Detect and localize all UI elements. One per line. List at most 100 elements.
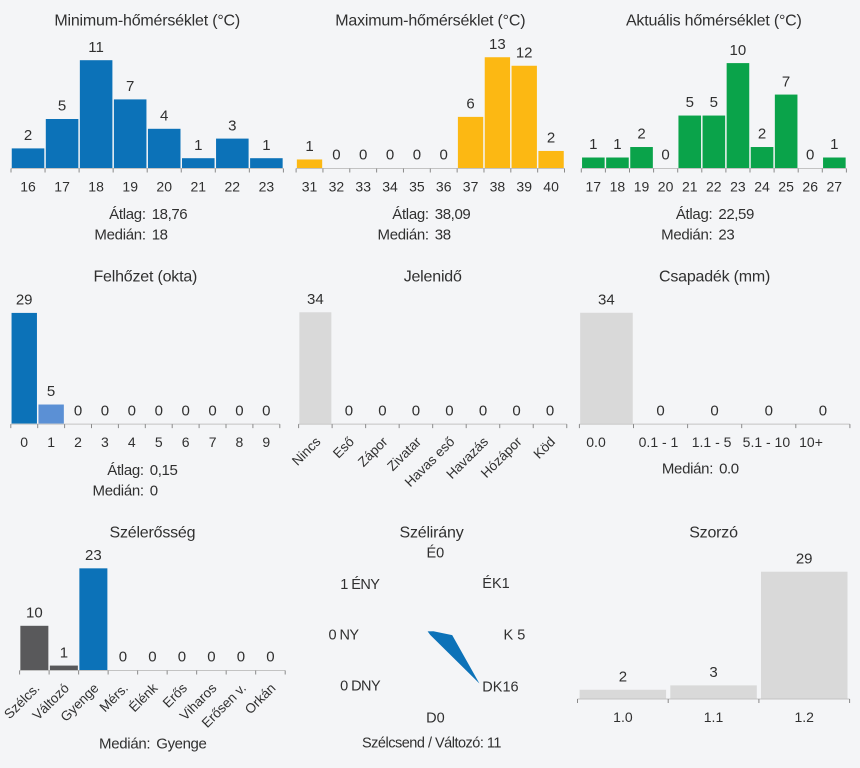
svg-text:1: 1 xyxy=(262,137,270,154)
svg-text:0: 0 xyxy=(178,649,186,666)
svg-text:1: 1 xyxy=(589,136,597,153)
svg-text:39: 39 xyxy=(516,179,532,195)
svg-text:0: 0 xyxy=(148,649,156,666)
svg-text:23: 23 xyxy=(85,547,102,564)
svg-text:4: 4 xyxy=(128,434,136,450)
svg-text:5.1 - 10: 5.1 - 10 xyxy=(743,434,791,450)
svg-text:0: 0 xyxy=(512,402,520,419)
svg-text:Átlag:: Átlag: xyxy=(109,206,146,223)
svg-text:ÉK1: ÉK1 xyxy=(482,575,509,592)
svg-text:4: 4 xyxy=(160,108,168,125)
svg-text:13: 13 xyxy=(489,36,506,53)
svg-text:0: 0 xyxy=(150,482,158,499)
svg-text:40: 40 xyxy=(543,179,559,195)
svg-text:0: 0 xyxy=(128,402,136,419)
svg-text:1.1 - 5: 1.1 - 5 xyxy=(692,434,732,450)
svg-text:22: 22 xyxy=(225,179,241,195)
svg-text:25: 25 xyxy=(778,179,794,195)
svg-text:34: 34 xyxy=(598,292,615,309)
svg-text:Szélerősség: Szélerősség xyxy=(109,524,195,541)
svg-text:Aktuális hőmérséklet (°C): Aktuális hőmérséklet (°C) xyxy=(626,12,802,29)
svg-text:19: 19 xyxy=(634,179,650,195)
svg-text:22: 22 xyxy=(706,179,722,195)
svg-text:5: 5 xyxy=(155,434,163,450)
svg-text:37: 37 xyxy=(463,179,479,195)
svg-text:1.2: 1.2 xyxy=(794,709,814,725)
svg-text:Medián:: Medián: xyxy=(662,461,713,478)
svg-text:18: 18 xyxy=(88,179,104,195)
svg-text:35: 35 xyxy=(409,179,425,195)
svg-text:2: 2 xyxy=(758,126,766,143)
svg-text:0: 0 xyxy=(208,402,216,419)
svg-text:11: 11 xyxy=(88,39,104,56)
svg-text:0: 0 xyxy=(207,649,215,666)
svg-text:0: 0 xyxy=(656,402,664,419)
svg-text:1.0: 1.0 xyxy=(613,709,633,725)
svg-text:6: 6 xyxy=(182,434,190,450)
svg-text:19: 19 xyxy=(122,179,138,195)
svg-text:1: 1 xyxy=(830,136,838,153)
svg-text:22,59: 22,59 xyxy=(718,206,754,223)
svg-text:Medián:: Medián: xyxy=(661,226,712,243)
svg-text:0: 0 xyxy=(332,147,340,164)
svg-text:2: 2 xyxy=(637,126,645,143)
svg-text:Átlag:: Átlag: xyxy=(676,206,713,223)
svg-text:0: 0 xyxy=(386,147,394,164)
svg-text:0: 0 xyxy=(119,649,127,666)
svg-text:Szorzó: Szorzó xyxy=(689,524,738,541)
svg-text:1: 1 xyxy=(47,434,55,450)
svg-text:Átlag:: Átlag: xyxy=(392,206,429,223)
svg-text:2: 2 xyxy=(24,127,32,144)
svg-text:Medián:: Medián: xyxy=(99,735,150,752)
svg-text:36: 36 xyxy=(436,179,452,195)
svg-text:0: 0 xyxy=(806,147,814,164)
svg-text:Medián:: Medián: xyxy=(94,226,145,243)
svg-text:23: 23 xyxy=(718,226,734,243)
svg-text:0: 0 xyxy=(74,402,82,419)
svg-text:21: 21 xyxy=(682,179,698,195)
svg-text:6: 6 xyxy=(466,96,474,113)
svg-text:18: 18 xyxy=(152,226,168,243)
svg-text:0: 0 xyxy=(262,402,270,419)
svg-text:0: 0 xyxy=(445,402,453,419)
svg-text:0 NY: 0 NY xyxy=(328,628,359,644)
svg-text:0.0: 0.0 xyxy=(586,434,606,450)
svg-text:Medián:: Medián: xyxy=(378,226,429,243)
svg-text:33: 33 xyxy=(355,179,371,195)
svg-text:26: 26 xyxy=(802,179,818,195)
svg-text:0: 0 xyxy=(412,402,420,419)
svg-text:0: 0 xyxy=(661,147,669,164)
svg-text:16: 16 xyxy=(20,179,36,195)
svg-text:0: 0 xyxy=(359,147,367,164)
svg-text:18: 18 xyxy=(610,179,626,195)
svg-text:7: 7 xyxy=(126,78,134,95)
svg-text:2: 2 xyxy=(619,669,627,686)
svg-text:5: 5 xyxy=(710,94,718,111)
svg-text:0: 0 xyxy=(440,147,448,164)
svg-text:0: 0 xyxy=(378,402,386,419)
svg-text:0: 0 xyxy=(546,402,554,419)
svg-text:34: 34 xyxy=(382,179,398,195)
svg-text:Átlag:: Átlag: xyxy=(107,462,144,479)
svg-text:3: 3 xyxy=(101,434,109,450)
svg-text:20: 20 xyxy=(156,179,172,195)
svg-text:Csapadék (mm): Csapadék (mm) xyxy=(659,268,770,285)
svg-text:0 DNY: 0 DNY xyxy=(340,679,381,695)
svg-text:38: 38 xyxy=(490,179,506,195)
svg-text:17: 17 xyxy=(54,179,70,195)
svg-text:23: 23 xyxy=(730,179,746,195)
svg-text:8: 8 xyxy=(236,434,244,450)
svg-text:21: 21 xyxy=(191,179,207,195)
svg-text:24: 24 xyxy=(754,179,770,195)
svg-text:10: 10 xyxy=(26,605,43,622)
svg-text:D0: D0 xyxy=(426,711,445,727)
svg-text:0,15: 0,15 xyxy=(150,462,178,479)
svg-text:1.1: 1.1 xyxy=(704,709,724,725)
svg-text:0: 0 xyxy=(155,402,163,419)
svg-text:0: 0 xyxy=(182,402,190,419)
svg-text:18,76: 18,76 xyxy=(152,206,188,223)
svg-text:20: 20 xyxy=(658,179,674,195)
svg-text:29: 29 xyxy=(16,292,33,309)
svg-text:Gyenge: Gyenge xyxy=(156,735,206,752)
svg-text:0: 0 xyxy=(710,402,718,419)
